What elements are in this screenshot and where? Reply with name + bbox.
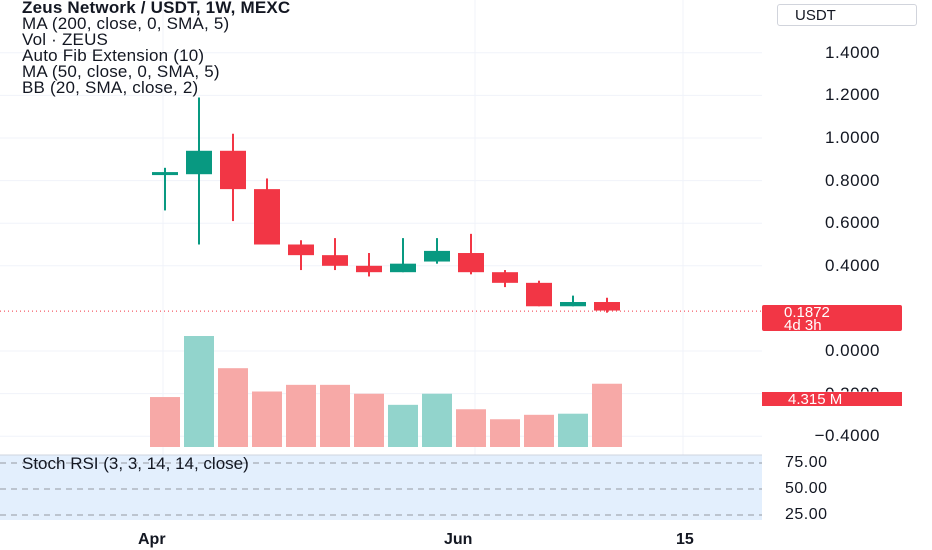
- candle-body: [526, 282, 552, 307]
- candle-body: [220, 150, 246, 190]
- candle-body: [390, 263, 416, 273]
- volume-bar: [592, 383, 622, 447]
- candle-body: [356, 265, 382, 273]
- volume-bar: [422, 393, 452, 447]
- price-axis-label: −0.4000: [814, 426, 880, 446]
- price-axis-label: 1.4000: [825, 42, 880, 62]
- rsi-level-25: 25.00: [785, 506, 828, 523]
- candle-body: [492, 272, 518, 283]
- volume-bar: [150, 397, 180, 447]
- price-axis-label: 0.0000: [825, 341, 880, 360]
- legend-volume[interactable]: Vol · ZEUS: [22, 30, 109, 49]
- volume-bar: [388, 404, 418, 447]
- volume-bar: [456, 409, 486, 447]
- legend-fib[interactable]: Auto Fib Extension (10): [22, 46, 205, 65]
- time-label-jun: Jun: [444, 531, 473, 548]
- volume-bar: [354, 393, 384, 447]
- price-axis-label: 0.4000: [825, 255, 880, 275]
- indicator-legend: Zeus Network / USDT, 1W, MEXC MA (200, c…: [22, 0, 290, 96]
- rsi-level-50: 50.00: [785, 480, 828, 497]
- volume-bar: [218, 368, 248, 447]
- rsi-band: [0, 455, 762, 520]
- candle-body: [594, 302, 620, 311]
- candle-body: [458, 253, 484, 273]
- rsi-level-75: 75.00: [785, 454, 828, 471]
- candle-body: [186, 150, 212, 175]
- candle-body: [424, 250, 450, 262]
- currency-button[interactable]: USDT: [777, 4, 917, 26]
- price-axis-label: 0.8000: [825, 170, 880, 190]
- volume-bar: [252, 391, 282, 447]
- volume-bars: [150, 336, 622, 447]
- volume-bar: [184, 336, 214, 447]
- time-label-apr: Apr: [138, 531, 166, 548]
- legend-ma200[interactable]: MA (200, close, 0, SMA, 5): [22, 14, 230, 33]
- last-price-value: 0.1872: [784, 304, 830, 321]
- volume-tag: 4.315 M: [762, 392, 902, 407]
- volume-bar: [320, 384, 350, 447]
- symbol-title[interactable]: Zeus Network / USDT, 1W, MEXC: [22, 0, 291, 17]
- volume-bar: [490, 419, 520, 447]
- stoch-rsi-legend[interactable]: Stoch RSI (3, 3, 14, 14, close): [22, 454, 249, 473]
- stoch-rsi-pane: [0, 454, 762, 520]
- candle-body: [560, 302, 586, 307]
- candle-body: [322, 255, 348, 266]
- volume-bar: [558, 413, 588, 447]
- price-axis-label: 1.0000: [825, 128, 880, 147]
- volume-bar: [524, 414, 554, 447]
- last-price-tag: 0.1872 4d 3h: [762, 304, 902, 334]
- volume-bar: [286, 384, 316, 447]
- candle-body: [254, 189, 280, 245]
- candles: [152, 97, 620, 313]
- candle-body: [288, 244, 314, 256]
- bar-countdown: 4d 3h: [784, 317, 822, 334]
- price-axis-label-partial: −0.2000: [0, 384, 880, 392]
- candle-body: [152, 172, 178, 176]
- legend-bb[interactable]: BB (20, SMA, close, 2): [22, 78, 199, 97]
- price-axis-label: 0.6000: [825, 213, 880, 233]
- time-label-15: 15: [676, 531, 694, 548]
- price-axis-label: 1.2000: [825, 85, 880, 105]
- legend-ma50[interactable]: MA (50, close, 0, SMA, 5): [22, 62, 220, 81]
